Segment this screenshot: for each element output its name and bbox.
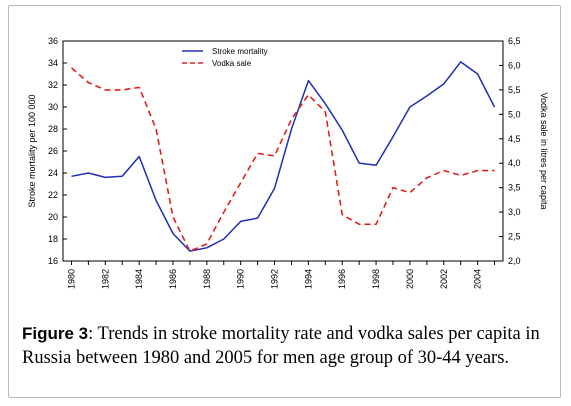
- x-tick-label: 2002: [439, 269, 449, 289]
- right-y-tick-label: 5,5: [508, 85, 521, 95]
- legend-label: Stroke mortality: [212, 47, 268, 56]
- left-y-tick-label: 20: [48, 212, 58, 222]
- left-y-tick-label: 36: [48, 36, 58, 46]
- left-y-tick-label: 16: [48, 256, 58, 266]
- x-tick-label: 1988: [202, 269, 212, 289]
- x-tick-label: 1980: [66, 269, 76, 289]
- x-tick-label: 2000: [405, 269, 415, 289]
- figure-frame: [8, 5, 561, 398]
- legend-label: Vodka sale: [212, 59, 252, 68]
- stroke-mortality-series-line: [71, 61, 496, 252]
- right-y-tick-label: 3,5: [508, 183, 521, 193]
- right-y-tick-label: 2,5: [508, 232, 521, 242]
- left-y-tick-label: 22: [48, 190, 58, 200]
- left-y-tick-label: 34: [48, 58, 58, 68]
- x-tick-label: 2004: [473, 269, 483, 289]
- left-y-tick-label: 24: [48, 168, 58, 178]
- right-y-axis-title: Vodka sale in litres per capita: [539, 92, 549, 209]
- x-tick-label: 1998: [371, 269, 381, 289]
- x-tick-label: 1996: [337, 269, 347, 289]
- figure-label: Figure 3: [22, 324, 89, 343]
- left-y-tick-label: 30: [48, 102, 58, 112]
- left-y-tick-label: 18: [48, 234, 58, 244]
- right-y-tick-label: 4,5: [508, 134, 521, 144]
- right-y-tick-label: 6,5: [508, 36, 521, 46]
- left-y-tick-label: 28: [48, 124, 58, 134]
- x-tick-label: 1990: [236, 269, 246, 289]
- x-tick-label: 1986: [168, 269, 178, 289]
- right-y-tick-label: 3,0: [508, 207, 521, 217]
- left-y-tick-label: 26: [48, 146, 58, 156]
- plot-area-border: [62, 40, 504, 262]
- right-y-tick-label: 4,0: [508, 158, 521, 168]
- left-y-axis-title: Stroke mortality per 100 000: [27, 94, 37, 207]
- right-y-tick-label: 2,0: [508, 256, 521, 266]
- x-tick-label: 1982: [100, 269, 110, 289]
- figure-caption: Figure 3: Trends in stroke mortality rat…: [22, 322, 556, 370]
- caption-text: : Trends in stroke mortality rate and vo…: [22, 324, 540, 368]
- right-y-tick-label: 5,0: [508, 109, 521, 119]
- x-tick-label: 1984: [134, 269, 144, 289]
- dual-axis-line-chart: 16 18 20 22 24 26 28 30 32 34 36 2,0 2,5 3,0 3,5 4,0 4,5…: [27, 36, 549, 289]
- vodka-sale-series-line: [70, 67, 495, 252]
- left-y-tick-label: 32: [48, 80, 58, 90]
- right-y-tick-label: 6,0: [508, 60, 521, 70]
- x-tick-label: 1994: [303, 269, 313, 289]
- x-tick-label: 1992: [270, 269, 280, 289]
